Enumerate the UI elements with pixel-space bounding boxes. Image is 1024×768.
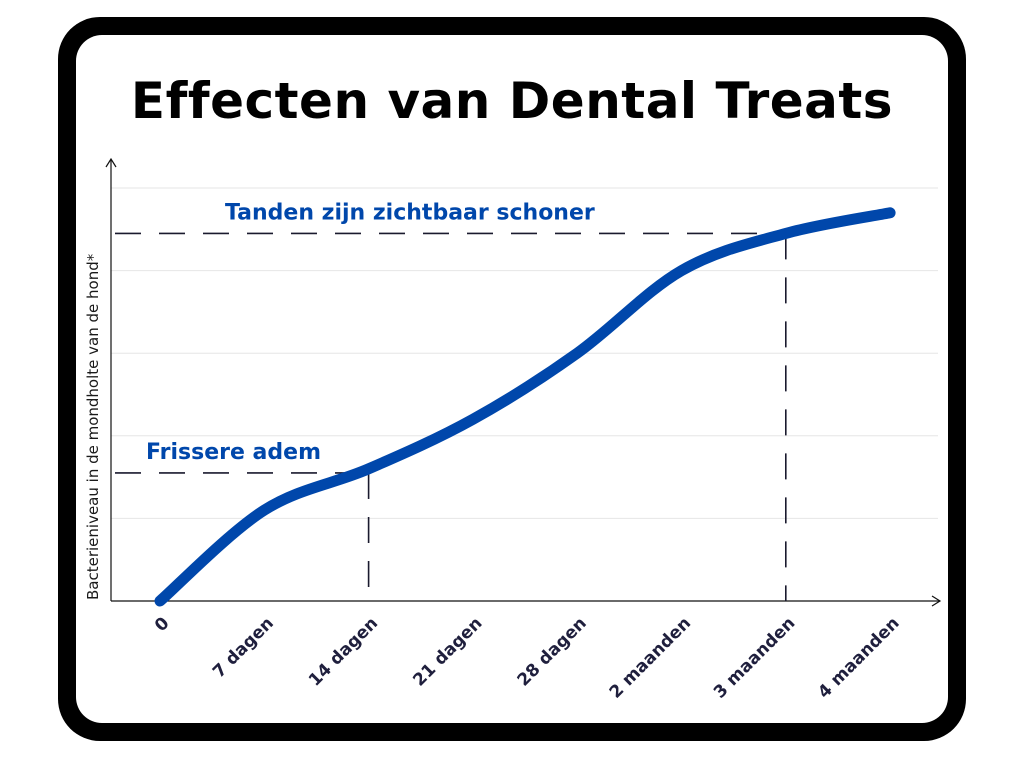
annotations: Frissere adem Tanden zijn zichtbaar schon… (146, 200, 595, 465)
x-tick-label: 7 dagen (209, 613, 278, 682)
data-point (576, 352, 579, 355)
annotation-label: Frissere adem (146, 440, 321, 465)
annotation-label: Tanden zijn zichtbaar schoner (225, 200, 595, 225)
x-axis-arrow (931, 595, 942, 607)
x-tick-label: 0 (151, 613, 174, 636)
x-tick-label: 4 maanden (814, 613, 903, 702)
data-point (889, 211, 892, 214)
x-tick-label: 3 maanden (710, 613, 799, 702)
data-point (159, 600, 161, 602)
chart-card (76, 35, 948, 723)
x-tick-label: 28 dagen (514, 613, 591, 690)
x-tick-label: 2 maanden (606, 613, 695, 702)
data-point (680, 269, 683, 272)
data-point (263, 509, 266, 512)
gridlines (111, 187, 938, 519)
chart-title: Effecten van Dental Treats (130, 72, 894, 130)
x-tick-labels: 0 7 dagen 14 dagen 21 dagen 28 dagen 2 maande… (151, 613, 904, 702)
axes (105, 157, 942, 607)
x-tick-label: 14 dagen (305, 613, 382, 690)
data-point (471, 418, 474, 421)
data-point (367, 467, 370, 470)
series-line-0 (154, 207, 896, 607)
guide-lines (115, 232, 787, 601)
x-tick-label: 21 dagen (409, 613, 486, 690)
data-point (784, 232, 787, 235)
y-axis-label: Bacterieniveau in de mondholte van de ho… (84, 253, 102, 600)
series (154, 207, 896, 607)
y-axis-arrow (105, 157, 117, 168)
